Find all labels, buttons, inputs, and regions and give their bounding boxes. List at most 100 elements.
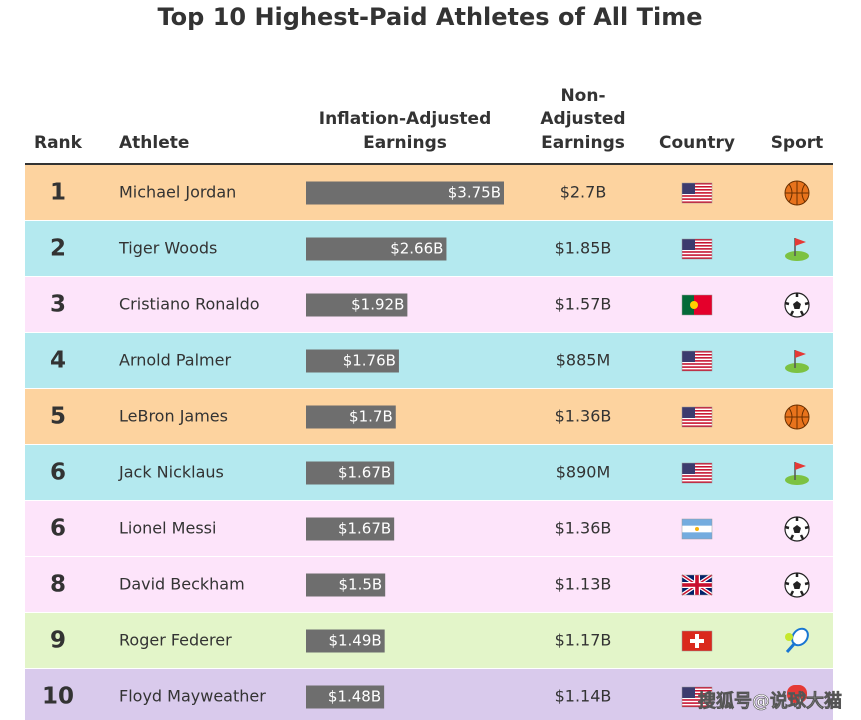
flag-part bbox=[682, 195, 712, 197]
non-adjusted: $2.7B bbox=[560, 183, 607, 202]
flag-part bbox=[682, 703, 712, 706]
table-row: 3 Cristiano Ronaldo $1.92B $1.57B bbox=[25, 277, 833, 332]
athlete: Lionel Messi bbox=[119, 519, 216, 538]
flag-part bbox=[682, 413, 712, 415]
flag-part bbox=[682, 687, 695, 698]
country-flag bbox=[681, 294, 713, 316]
rank: 9 bbox=[50, 628, 66, 654]
country-flag bbox=[681, 686, 713, 708]
flag-part bbox=[682, 417, 712, 420]
flag-part bbox=[682, 691, 712, 694]
flag-part bbox=[682, 475, 712, 477]
header-athlete: Athlete bbox=[119, 133, 189, 153]
flag-part bbox=[682, 463, 695, 474]
flag-part bbox=[681, 350, 713, 372]
athlete: David Beckham bbox=[119, 575, 245, 594]
non-adjusted: $1.85B bbox=[555, 239, 612, 258]
athlete: Cristiano Ronaldo bbox=[119, 295, 260, 314]
sport-icon bbox=[785, 642, 797, 653]
flag-part bbox=[682, 700, 712, 703]
non-adjusted: $890M bbox=[556, 463, 611, 482]
sport-icon bbox=[793, 525, 801, 533]
flag-part bbox=[682, 186, 712, 188]
flag-part bbox=[682, 687, 712, 689]
flag-part bbox=[682, 699, 712, 701]
rank: 4 bbox=[50, 348, 66, 374]
country-flag bbox=[681, 182, 713, 204]
flag-part bbox=[682, 420, 712, 423]
earnings-bar bbox=[306, 629, 385, 653]
flag-part bbox=[681, 630, 713, 652]
flag-part bbox=[681, 294, 713, 316]
sport-icon bbox=[795, 238, 806, 246]
rank: 3 bbox=[50, 292, 66, 318]
earnings-label: $1.76B bbox=[343, 352, 396, 370]
sport-icon bbox=[784, 292, 810, 318]
flag-part bbox=[695, 527, 699, 531]
flag-part bbox=[682, 479, 712, 482]
country-flag bbox=[681, 350, 713, 372]
sport-icon bbox=[793, 581, 801, 589]
header-rank: Rank bbox=[34, 133, 83, 153]
non-adjusted: $1.36B bbox=[555, 407, 612, 426]
sport-icon bbox=[795, 462, 806, 470]
header-inflation: Earnings bbox=[363, 133, 447, 153]
sport-icon bbox=[784, 573, 810, 596]
sport-icon bbox=[785, 238, 809, 261]
flag-part bbox=[682, 478, 712, 480]
flag-part bbox=[682, 419, 712, 421]
sport-icon bbox=[785, 633, 793, 641]
flag-part bbox=[682, 189, 712, 191]
header-non-adjusted: Adjusted bbox=[540, 109, 625, 129]
flag-part bbox=[682, 425, 712, 427]
flag-part bbox=[681, 406, 713, 428]
country-flag bbox=[681, 462, 713, 484]
flag-part bbox=[682, 239, 695, 250]
flag-part bbox=[682, 183, 695, 194]
flag-part bbox=[682, 693, 712, 695]
flag-part bbox=[682, 245, 712, 247]
flag-part bbox=[682, 407, 695, 418]
sport-icon bbox=[787, 685, 807, 703]
flag-part bbox=[682, 416, 712, 418]
country-flag bbox=[681, 630, 713, 652]
watermark: 搜狐号@说球大猫 bbox=[698, 690, 842, 712]
sport-icon bbox=[784, 404, 810, 430]
flag-part bbox=[681, 686, 713, 708]
header-inflation: Inflation-Adjusted bbox=[319, 109, 492, 129]
table-row: 6 Jack Nicklaus $1.67B $890M bbox=[25, 445, 833, 500]
rank: 10 bbox=[42, 684, 74, 710]
sport-icon bbox=[785, 462, 809, 485]
earnings-bar bbox=[306, 685, 385, 709]
flag-part bbox=[682, 295, 694, 315]
flag-part bbox=[682, 252, 712, 255]
sport-icon bbox=[784, 293, 810, 316]
table-row: 10 Floyd Mayweather $1.48B $1.14B bbox=[25, 669, 833, 720]
earnings-label: $1.92B bbox=[351, 296, 404, 314]
table-row: 1 Michael Jordan $3.75B $2.7B bbox=[25, 165, 833, 220]
country-flag bbox=[681, 406, 713, 428]
flag-part bbox=[682, 198, 712, 200]
flag-part bbox=[682, 255, 712, 258]
earnings-bar bbox=[306, 237, 447, 261]
flag-part bbox=[682, 473, 712, 476]
sport-icon bbox=[784, 517, 810, 540]
flag-part bbox=[682, 410, 712, 412]
sport-icon bbox=[784, 572, 810, 598]
flag-part bbox=[682, 183, 712, 185]
flag-part bbox=[682, 246, 712, 249]
flag-part bbox=[682, 467, 712, 470]
rank: 6 bbox=[50, 460, 66, 486]
sport-icon bbox=[785, 627, 809, 653]
sport-icon bbox=[785, 350, 809, 373]
flag-part bbox=[682, 694, 712, 697]
flag-part bbox=[682, 192, 712, 194]
athlete: LeBron James bbox=[119, 407, 228, 426]
flag-part bbox=[682, 240, 712, 243]
athlete: Jack Nicklaus bbox=[118, 463, 224, 482]
rank: 1 bbox=[50, 180, 66, 206]
country-flag bbox=[681, 238, 713, 260]
sport-icon bbox=[793, 301, 801, 309]
flag-part bbox=[690, 301, 698, 309]
header-sport: Sport bbox=[771, 133, 824, 153]
